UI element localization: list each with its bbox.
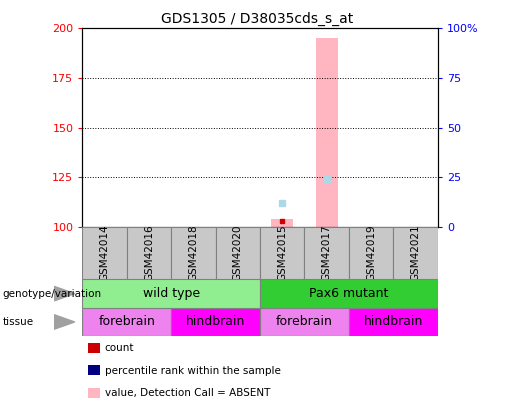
Bar xyxy=(393,227,438,279)
Text: GSM42017: GSM42017 xyxy=(322,225,332,281)
Text: forebrain: forebrain xyxy=(276,315,333,328)
Text: wild type: wild type xyxy=(143,287,200,300)
Polygon shape xyxy=(54,315,75,329)
Text: GDS1305 / D38035cds_s_at: GDS1305 / D38035cds_s_at xyxy=(161,12,354,26)
Bar xyxy=(216,227,260,279)
Bar xyxy=(82,227,127,279)
Bar xyxy=(171,308,260,336)
Bar xyxy=(82,279,260,308)
Text: GSM42020: GSM42020 xyxy=(233,225,243,281)
Bar xyxy=(304,227,349,279)
Text: GSM42014: GSM42014 xyxy=(99,225,110,281)
Text: forebrain: forebrain xyxy=(98,315,155,328)
Bar xyxy=(316,38,338,227)
Bar xyxy=(82,308,171,336)
Bar xyxy=(127,227,171,279)
Text: tissue: tissue xyxy=(3,317,33,327)
Text: GSM42016: GSM42016 xyxy=(144,225,154,281)
Text: genotype/variation: genotype/variation xyxy=(3,289,101,298)
Bar xyxy=(260,308,349,336)
Bar xyxy=(260,279,438,308)
Bar xyxy=(271,219,294,227)
Text: GSM42019: GSM42019 xyxy=(366,225,376,281)
Bar xyxy=(171,227,216,279)
Bar xyxy=(349,227,393,279)
Text: Pax6 mutant: Pax6 mutant xyxy=(309,287,389,300)
Text: count: count xyxy=(105,343,134,353)
Text: GSM42015: GSM42015 xyxy=(277,225,287,281)
Text: value, Detection Call = ABSENT: value, Detection Call = ABSENT xyxy=(105,388,270,398)
Bar xyxy=(260,227,304,279)
Text: hindbrain: hindbrain xyxy=(186,315,245,328)
Bar xyxy=(349,308,438,336)
Text: GSM42021: GSM42021 xyxy=(410,225,421,281)
Polygon shape xyxy=(54,286,75,301)
Text: percentile rank within the sample: percentile rank within the sample xyxy=(105,366,281,375)
Text: hindbrain: hindbrain xyxy=(364,315,423,328)
Text: GSM42018: GSM42018 xyxy=(188,225,198,281)
